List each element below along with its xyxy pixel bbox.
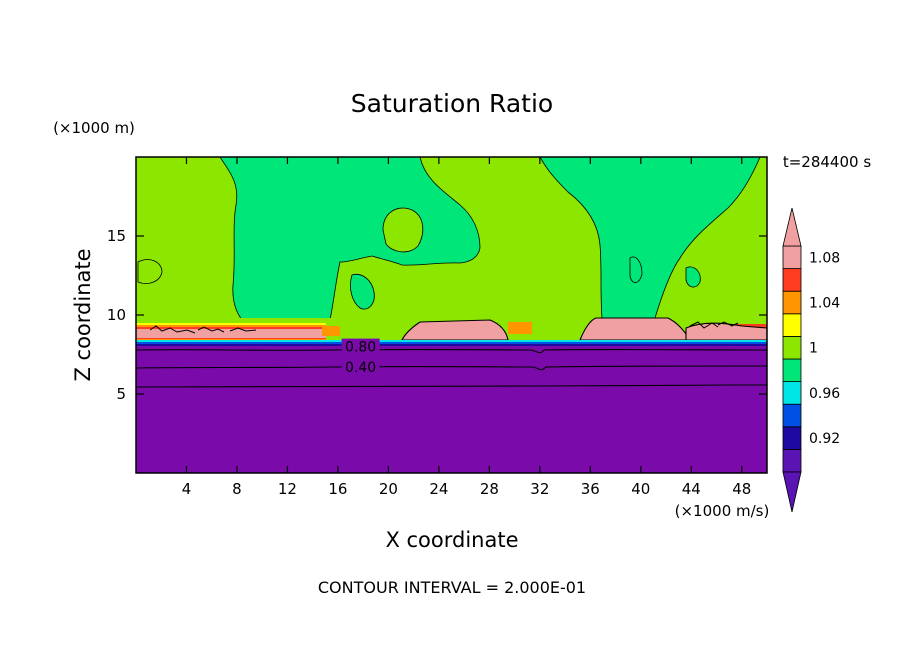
x-unit-label: (×1000 m/s) xyxy=(675,502,770,520)
colorbar-segment xyxy=(782,335,802,360)
x-tick-label: 4 xyxy=(182,480,192,498)
x-axis: 4 8 12 16 20 24 28 32 36 40 44 48 xyxy=(182,157,751,498)
colorbar-segment xyxy=(782,290,802,315)
x-tick-label: 8 xyxy=(232,480,242,498)
saturated-region xyxy=(382,207,424,253)
colorbar-segment xyxy=(782,313,802,337)
x-axis-label: X coordinate xyxy=(385,528,518,552)
x-tick-label: 24 xyxy=(429,480,448,498)
layer-band xyxy=(322,326,340,336)
colorbar-extend-bottom xyxy=(782,471,802,513)
y-unit-label: (×1000 m) xyxy=(53,119,135,137)
contour-label-background xyxy=(341,338,380,353)
contour-line xyxy=(136,365,767,371)
x-tick-label: 44 xyxy=(682,480,701,498)
x-tick-label: 32 xyxy=(530,480,549,498)
y-tick-label: 10 xyxy=(107,306,126,324)
contour-label: 0.80 xyxy=(345,340,376,356)
thin-band xyxy=(136,342,767,345)
colorbar: 0.92 0.96 1 1.04 1.08 xyxy=(782,207,840,513)
thin-band xyxy=(136,340,767,343)
contour-line xyxy=(136,349,767,354)
colorbar-segment xyxy=(782,448,802,473)
x-tick-label: 12 xyxy=(278,480,297,498)
x-tick-label: 20 xyxy=(379,480,398,498)
colorbar-segment xyxy=(782,268,802,292)
colorbar-segment xyxy=(782,358,802,383)
footer-text: CONTOUR INTERVAL = 2.000E-01 xyxy=(318,578,586,597)
y-tick-label: 5 xyxy=(116,385,126,403)
colorbar-segment xyxy=(782,245,802,270)
saturated-region xyxy=(137,259,163,284)
colorbar-segment xyxy=(782,426,802,450)
contour-labels: 0.80 0.40 xyxy=(341,338,380,376)
supersaturated-patch xyxy=(689,321,739,329)
saturated-region xyxy=(629,256,643,283)
x-tick-label: 36 xyxy=(581,480,600,498)
colorbar-label: 1 xyxy=(809,341,818,357)
contour-label-background xyxy=(341,359,380,374)
colorbar-segment xyxy=(782,403,802,428)
chart-title: Saturation Ratio xyxy=(351,89,553,118)
colorbar-segment xyxy=(782,381,802,405)
y-axis: 5 10 15 xyxy=(107,227,767,403)
x-tick-label: 16 xyxy=(328,480,347,498)
colorbar-label: 0.92 xyxy=(809,431,840,447)
colorbar-label: 1.04 xyxy=(809,296,840,312)
saturated-region xyxy=(219,157,481,321)
saturated-region xyxy=(350,273,375,310)
colorbar-extend-top xyxy=(782,207,802,247)
contour-label: 0.40 xyxy=(345,360,376,376)
colorbar-label: 0.96 xyxy=(809,386,840,402)
supersaturated-patch xyxy=(149,325,257,334)
x-tick-label: 48 xyxy=(732,480,751,498)
contour-field xyxy=(136,157,767,473)
supersaturated-patch xyxy=(401,319,509,341)
x-tick-label: 28 xyxy=(480,480,499,498)
contour-line xyxy=(136,384,767,388)
supersaturated-patch xyxy=(685,322,767,341)
layer-band xyxy=(508,322,532,334)
y-axis-label: Z coordinate xyxy=(71,248,95,381)
time-label: t=284400 s xyxy=(783,153,871,171)
colorbar-label: 1.08 xyxy=(809,250,840,266)
x-tick-label: 40 xyxy=(631,480,650,498)
layer-band xyxy=(136,329,326,338)
subsaturated-layer xyxy=(136,346,767,473)
supersaturated-patch xyxy=(579,317,691,341)
saturated-region xyxy=(685,266,701,288)
thin-band xyxy=(136,344,767,347)
y-tick-label: 15 xyxy=(107,227,126,245)
